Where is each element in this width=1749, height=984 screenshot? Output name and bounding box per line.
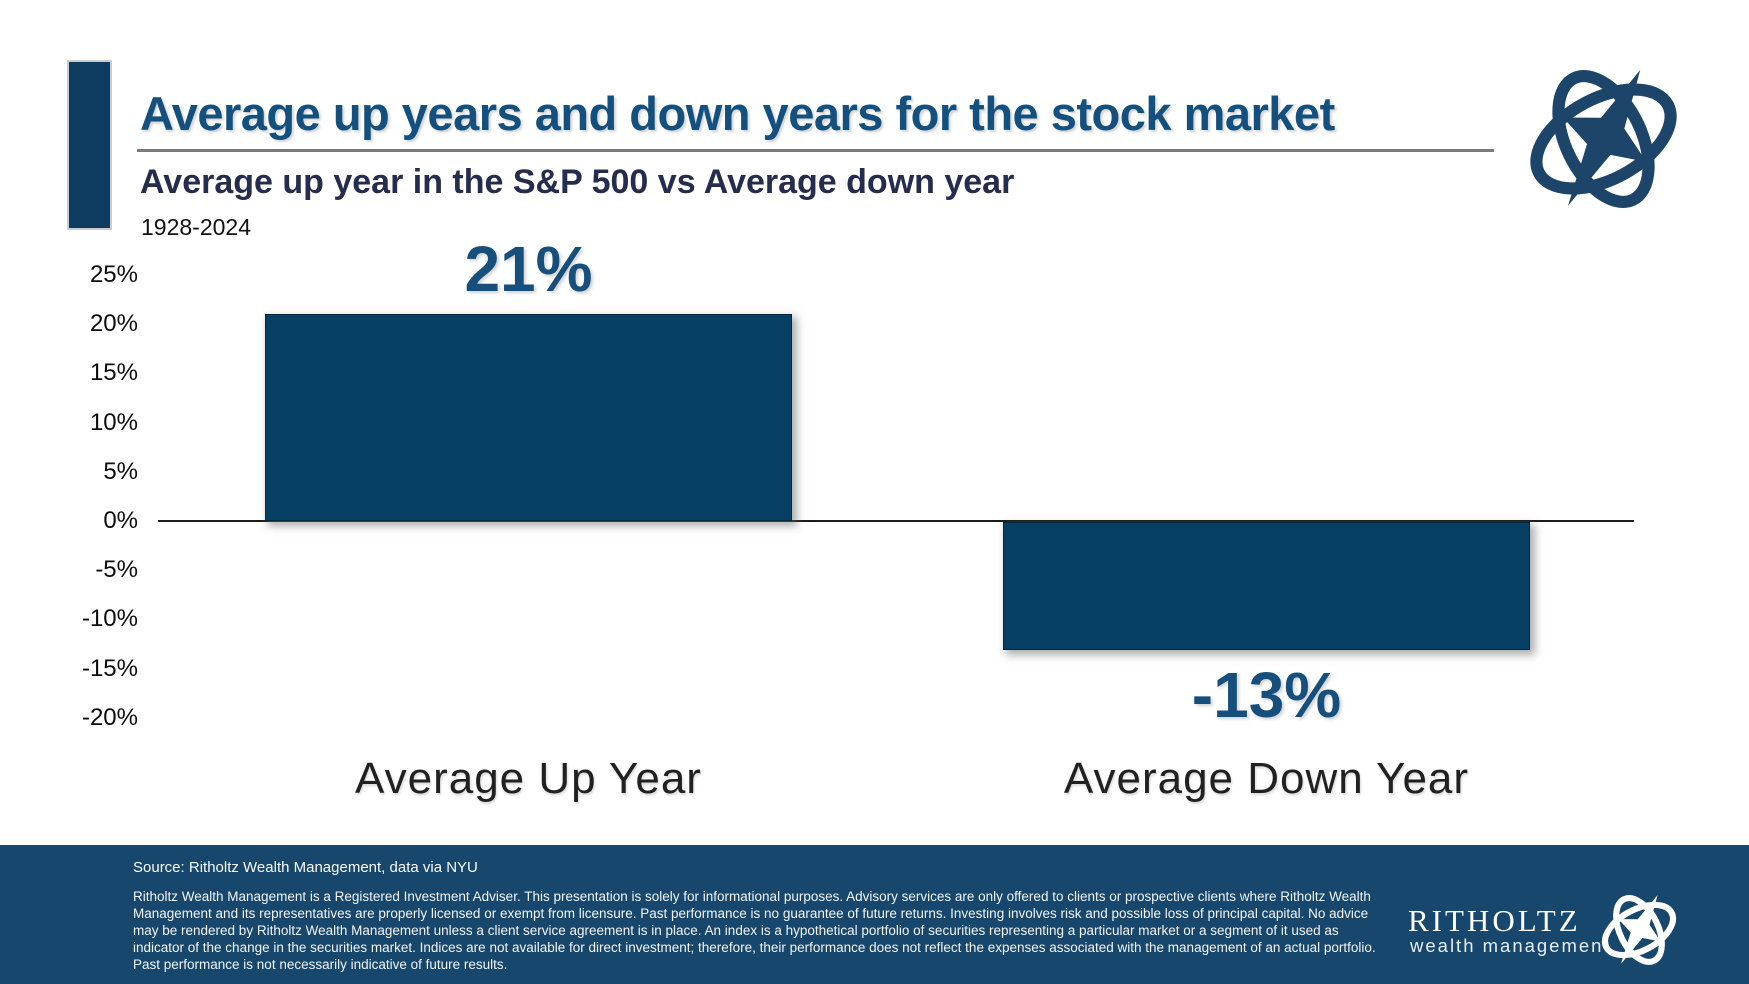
y-axis-tick-label: -5% — [95, 556, 138, 584]
y-axis-tick-label: -20% — [81, 703, 138, 731]
title-accent-bar — [67, 60, 112, 230]
y-axis-tick-label: -15% — [81, 654, 138, 682]
x-axis-zero-line — [158, 520, 1634, 522]
chart-subtitle: Average up year in the S&P 500 vs Averag… — [140, 163, 1015, 201]
ritholtz-compass-logo-icon — [1516, 58, 1691, 220]
bar-value-label: -13% — [1191, 658, 1342, 731]
disclaimer-text: Ritholtz Wealth Management is a Register… — [133, 889, 1376, 972]
y-axis-tick-label: 15% — [89, 359, 138, 387]
x-axis-category-label: Average Up Year — [355, 754, 702, 803]
y-axis-tick-label: 0% — [103, 507, 138, 534]
title-underline — [137, 149, 1494, 152]
y-axis-tick-label: -10% — [81, 605, 138, 633]
y-axis-tick-label: 20% — [89, 310, 138, 338]
y-axis-tick-label: 25% — [89, 261, 138, 288]
footer: Source: Ritholtz Wealth Management, data… — [0, 845, 1749, 984]
footer-brand-name: RITHOLTZ — [1408, 903, 1581, 938]
bar-up — [265, 314, 792, 521]
x-axis-category-label: Average Down Year — [1063, 754, 1470, 803]
footer-brand-tagline: wealth management — [1410, 935, 1611, 956]
bar-value-label: 21% — [464, 233, 593, 306]
bar-down — [1003, 522, 1530, 650]
source-note: Source: Ritholtz Wealth Management, data… — [133, 859, 478, 876]
y-axis-tick-label: 10% — [89, 408, 138, 436]
y-axis-tick-label: 5% — [103, 457, 138, 485]
page-title: Average up years and down years for the … — [140, 87, 1335, 140]
compass-icon — [1598, 889, 1680, 971]
date-range: 1928-2024 — [141, 214, 251, 240]
